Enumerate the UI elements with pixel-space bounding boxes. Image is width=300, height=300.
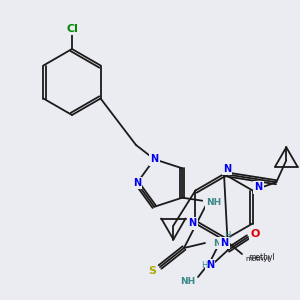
Text: methyl: methyl <box>248 254 275 262</box>
Text: O: O <box>250 229 260 239</box>
Text: Cl: Cl <box>66 24 78 34</box>
Text: NH: NH <box>180 278 196 286</box>
Text: NH: NH <box>207 198 222 207</box>
Text: N: N <box>133 178 141 188</box>
Text: S: S <box>148 266 156 276</box>
Text: N: N <box>188 218 196 229</box>
Text: N: N <box>206 260 214 270</box>
Text: N: N <box>150 154 158 164</box>
Text: methyl: methyl <box>245 256 269 262</box>
Text: N: N <box>223 164 231 174</box>
Text: N: N <box>254 182 262 193</box>
Text: N: N <box>220 238 228 248</box>
Text: H: H <box>224 230 230 239</box>
Text: H: H <box>201 262 207 271</box>
Text: NH: NH <box>213 238 229 247</box>
